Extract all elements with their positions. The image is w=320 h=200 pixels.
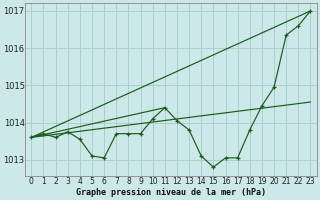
X-axis label: Graphe pression niveau de la mer (hPa): Graphe pression niveau de la mer (hPa) bbox=[76, 188, 266, 197]
